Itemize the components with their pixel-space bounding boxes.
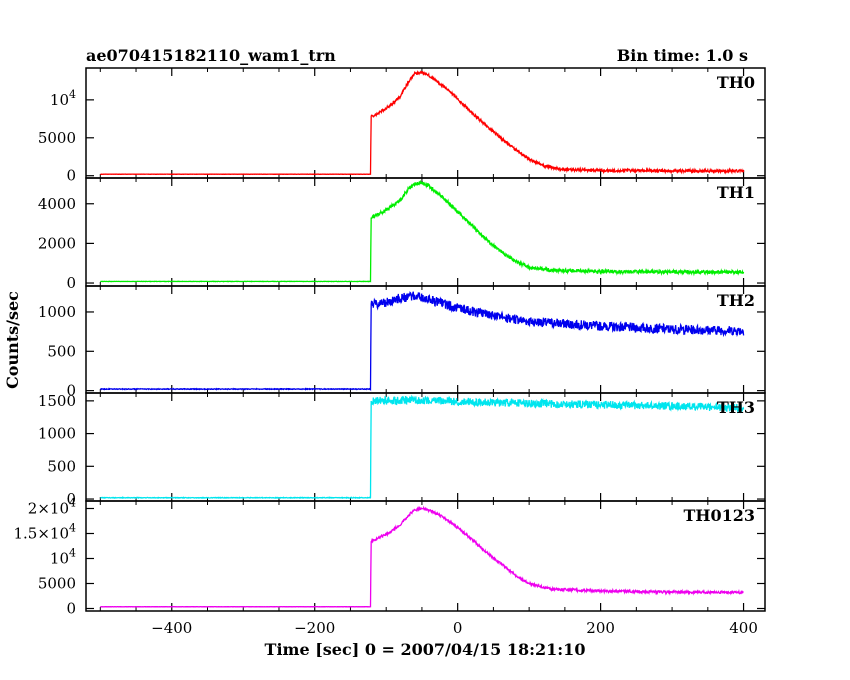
panel-frame-th1 bbox=[85, 177, 766, 287]
y-tick-label: 0 bbox=[66, 274, 76, 292]
y-tick-label: 1.5×104 bbox=[13, 522, 76, 543]
y-tick-label: 0 bbox=[66, 382, 76, 400]
y-tick-label: 2000 bbox=[38, 234, 76, 252]
panel-label-th0123: TH0123 bbox=[683, 506, 755, 525]
panel-frame-th0123 bbox=[85, 500, 766, 612]
series-line-th0123 bbox=[100, 505, 744, 608]
y-tick-label: 104 bbox=[50, 547, 76, 568]
bin-time-label: Bin time: 1.0 s bbox=[617, 46, 748, 65]
y-tick-label: 1000 bbox=[38, 425, 76, 443]
y-tick-label: 5000 bbox=[38, 575, 76, 593]
panel-label-th3: TH3 bbox=[717, 398, 755, 417]
panel-label-th1: TH1 bbox=[717, 183, 755, 202]
panel-frame-th0 bbox=[85, 67, 766, 179]
y-tick-label: 1000 bbox=[38, 303, 76, 321]
panel-label-th2: TH2 bbox=[717, 291, 755, 310]
y-tick-label: 4000 bbox=[38, 195, 76, 213]
x-tick-label: 200 bbox=[586, 619, 615, 637]
x-tick-label: −200 bbox=[294, 619, 335, 637]
y-tick-label: 2×104 bbox=[28, 497, 76, 518]
x-tick-label: 400 bbox=[729, 619, 758, 637]
series-line-th2 bbox=[100, 291, 745, 392]
y-tick-label: 0 bbox=[66, 600, 76, 618]
y-tick-label: 0 bbox=[66, 490, 76, 508]
series-line-th0 bbox=[100, 69, 745, 176]
y-tick-label: 500 bbox=[47, 457, 76, 475]
panel-label-th0: TH0 bbox=[717, 73, 755, 92]
y-tick-label: 1500 bbox=[38, 392, 76, 410]
chart-title: ae070415182110_wam1_trn bbox=[86, 46, 336, 65]
series-line-th3 bbox=[100, 394, 745, 500]
x-tick-label: −400 bbox=[151, 619, 192, 637]
y-tick-label: 104 bbox=[50, 88, 76, 109]
x-axis-label: Time [sec] 0 = 2007/04/15 18:21:10 bbox=[265, 640, 586, 659]
series-line-th1 bbox=[100, 179, 745, 283]
y-tick-label: 0 bbox=[66, 167, 76, 185]
panels-group: 05000104TH0020004000TH105001000TH2050010… bbox=[13, 67, 766, 637]
y-tick-label: 5000 bbox=[38, 129, 76, 147]
x-tick-label: 0 bbox=[453, 619, 463, 637]
y-tick-label: 500 bbox=[47, 342, 76, 360]
y-axis-label: Counts/sec bbox=[3, 291, 22, 389]
